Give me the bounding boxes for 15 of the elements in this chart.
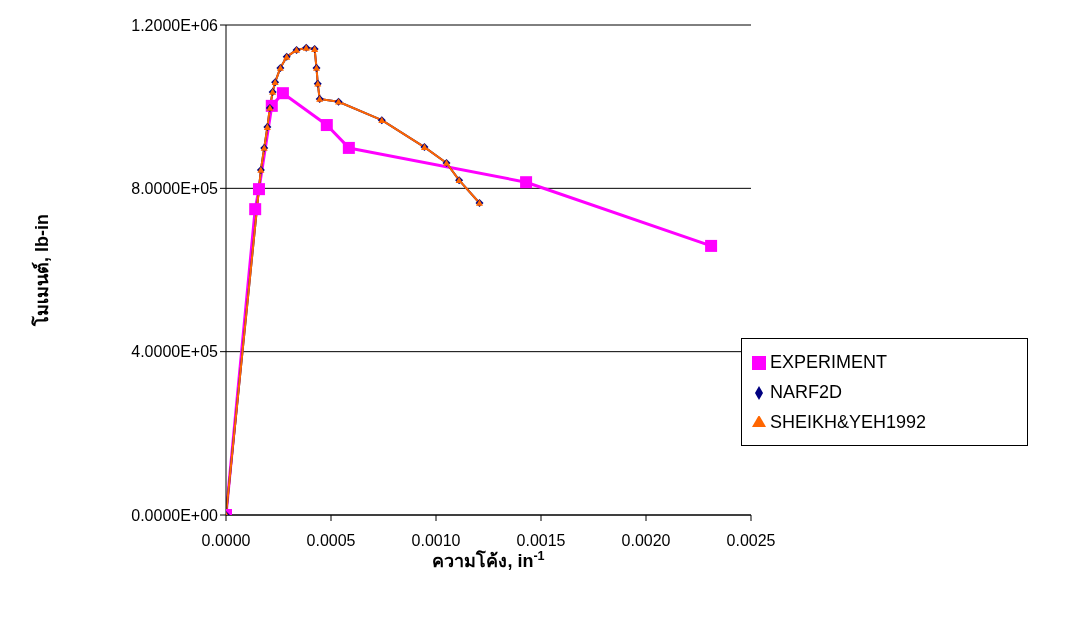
x-tick-label: 0.0025 — [726, 532, 776, 550]
y-axis-title: โมเมนต์, lb-in — [31, 214, 52, 327]
x-tick-label: 0.0005 — [306, 532, 356, 550]
legend-label: NARF2D — [770, 382, 843, 402]
x-tick-label: 0.0015 — [516, 532, 566, 550]
legend-label: EXPERIMENT — [770, 352, 888, 372]
x-axis-title: ความโค้ง, in$^{-1}$ — [432, 549, 545, 571]
legend-label: SHEIKH&YEH1992 — [770, 412, 927, 432]
y-tick-label: 1.2000E+06 — [131, 16, 219, 34]
y-tick-label: 4.0000E+05 — [131, 343, 219, 361]
x-tick-label: 0.0000 — [201, 532, 251, 550]
y-tick-label: 0.0000E+00 — [131, 506, 219, 524]
y-tick-label: 8.0000E+05 — [131, 180, 219, 198]
x-tick-label: 0.0020 — [621, 532, 671, 550]
x-tick-label: 0.0010 — [411, 532, 461, 550]
